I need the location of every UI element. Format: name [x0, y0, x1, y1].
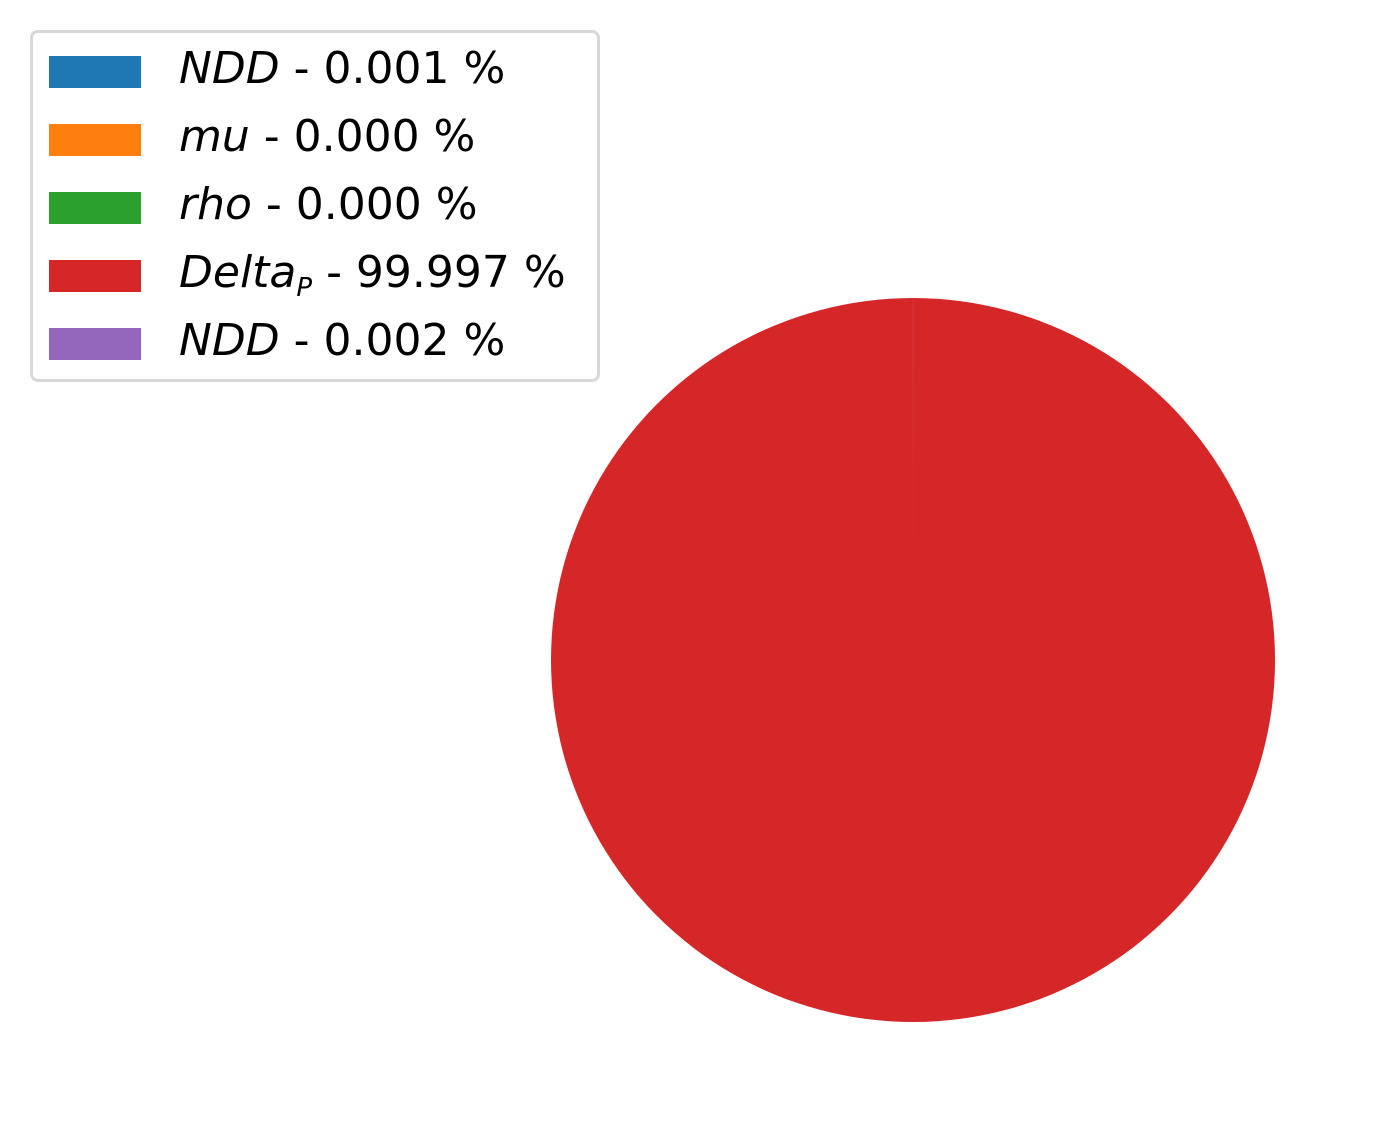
- legend-series-subscript: P: [296, 273, 313, 303]
- legend-series-value: - 99.997 %: [312, 247, 566, 298]
- legend-entry-delta-p: DeltaP - 99.997 %: [49, 248, 566, 304]
- legend-series-value: - 0.001 %: [279, 43, 506, 94]
- legend-entry-mu: mu - 0.000 %: [49, 112, 475, 168]
- legend-series-value: - 0.000 %: [251, 179, 478, 230]
- legend-swatch-delta-p: [49, 260, 141, 292]
- legend-label: rho - 0.000 %: [179, 180, 478, 236]
- legend-swatch-rho: [49, 192, 141, 224]
- legend-swatch-ndd: [49, 56, 141, 88]
- legend-series-name: Delta: [179, 247, 297, 298]
- legend-label: DeltaP - 99.997 %: [179, 248, 566, 304]
- legend-series-value: - 0.002 %: [279, 315, 506, 366]
- legend: NDD - 0.001 % mu - 0.000 % rho - 0.000 %…: [30, 30, 600, 382]
- legend-entry-ndd-2: NDD - 0.002 %: [49, 316, 505, 372]
- legend-label: NDD - 0.001 %: [179, 44, 505, 100]
- legend-series-name: NDD: [179, 315, 280, 366]
- legend-label: NDD - 0.002 %: [179, 316, 505, 372]
- legend-entry-ndd: NDD - 0.001 %: [49, 44, 505, 100]
- legend-series-name: rho: [179, 179, 252, 230]
- pie-slice-3: [551, 298, 1276, 1023]
- legend-swatch-ndd-2: [49, 328, 141, 360]
- legend-series-name: mu: [179, 111, 250, 162]
- legend-label: mu - 0.000 %: [179, 112, 475, 168]
- legend-swatch-mu: [49, 124, 141, 156]
- legend-series-name: NDD: [179, 43, 280, 94]
- legend-series-value: - 0.000 %: [249, 111, 476, 162]
- legend-entry-rho: rho - 0.000 %: [49, 180, 478, 236]
